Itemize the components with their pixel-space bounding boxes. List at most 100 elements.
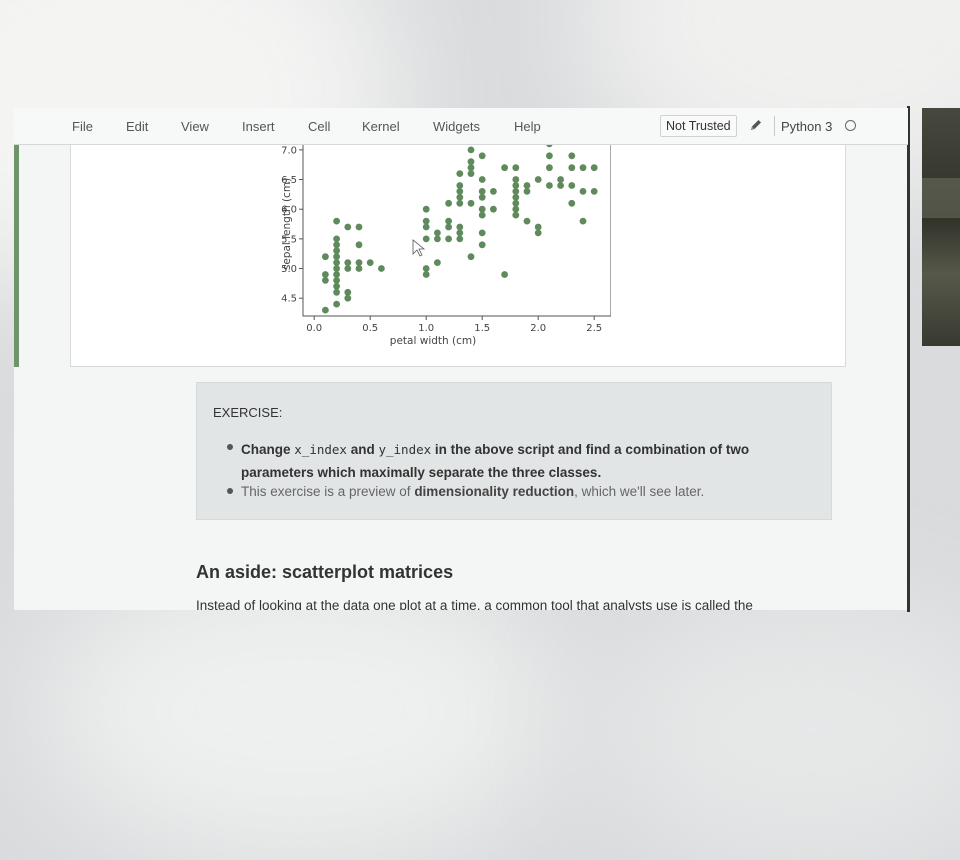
background-photo bbox=[922, 108, 960, 346]
exercise-text: and bbox=[346, 442, 379, 457]
scatter-point bbox=[355, 259, 363, 266]
scatter-point bbox=[490, 188, 497, 195]
scatter-point bbox=[512, 188, 520, 195]
scatter-point bbox=[445, 235, 452, 243]
window-edge bbox=[907, 106, 910, 612]
scatter-point bbox=[344, 288, 352, 296]
scatter-plot: 0.0 0.5 1.0 1.5 2.0 2.5 4.5 5.0 5.5 6.0 6.5 7.0 pet… bbox=[281, 144, 611, 347]
scatter-point bbox=[478, 211, 486, 219]
scatter-point bbox=[333, 217, 340, 225]
scatter-point bbox=[355, 265, 363, 272]
scatter-point bbox=[445, 217, 452, 225]
scatter-point bbox=[512, 176, 520, 183]
scatter-point bbox=[512, 199, 520, 207]
scatter-point bbox=[344, 259, 352, 266]
y-tick-label: 7.0 bbox=[281, 145, 297, 156]
scatter-point bbox=[456, 229, 464, 237]
pencil-icon[interactable] bbox=[748, 117, 764, 133]
y-axis-label: sepal length (cm) bbox=[281, 178, 293, 270]
scatter-point bbox=[523, 217, 531, 225]
exercise-text: Change bbox=[241, 442, 295, 457]
scatter-point bbox=[512, 193, 520, 201]
scatter-point bbox=[456, 235, 464, 243]
scatter-point bbox=[478, 241, 486, 249]
menu-view[interactable]: View bbox=[181, 119, 209, 134]
scatter-point bbox=[568, 164, 576, 172]
scatter-point bbox=[467, 199, 475, 207]
exercise-text: This exercise is a preview of bbox=[241, 484, 415, 499]
menu-cell[interactable]: Cell bbox=[308, 119, 331, 134]
scatter-point bbox=[467, 158, 475, 166]
scatter-point bbox=[467, 164, 475, 172]
scatter-point bbox=[512, 164, 520, 172]
scatter-point bbox=[478, 188, 486, 195]
scatter-point bbox=[490, 205, 497, 213]
scatter-point bbox=[478, 229, 486, 237]
scatter-point bbox=[322, 277, 329, 284]
scatter-point bbox=[434, 235, 441, 243]
scatter-point bbox=[590, 164, 598, 172]
points-layer bbox=[322, 144, 598, 314]
scatter-point bbox=[478, 193, 486, 201]
scatter-point bbox=[333, 241, 340, 249]
kernel-idle-icon bbox=[845, 120, 856, 131]
exercise-item: This exercise is a preview of dimensiona… bbox=[227, 484, 704, 499]
exercise-bold-text: dimensionality reduction bbox=[414, 484, 575, 499]
scatter-point bbox=[378, 265, 385, 272]
scatter-point bbox=[534, 223, 542, 231]
scatter-point bbox=[333, 265, 340, 272]
scatter-point bbox=[456, 223, 464, 231]
x-tick-label: 0.0 bbox=[306, 323, 322, 334]
scatter-point bbox=[422, 217, 430, 225]
bullet-icon bbox=[227, 488, 233, 494]
menu-help[interactable]: Help bbox=[514, 119, 541, 134]
mouse-cursor-icon bbox=[412, 239, 426, 257]
scatter-point bbox=[501, 271, 508, 278]
scatter-point bbox=[534, 176, 542, 183]
scatter-point bbox=[366, 259, 374, 266]
scatter-point bbox=[355, 223, 363, 231]
x-tick-label: 2.5 bbox=[586, 323, 602, 334]
scatter-point bbox=[534, 229, 542, 237]
not-trusted-button[interactable]: Not Trusted bbox=[660, 115, 737, 137]
scatter-point bbox=[422, 235, 430, 243]
scatter-point bbox=[579, 164, 587, 172]
scatter-point bbox=[546, 152, 553, 160]
menu-widgets[interactable]: Widgets bbox=[433, 119, 480, 134]
x-tick-label: 1.0 bbox=[418, 323, 434, 334]
scatter-point bbox=[456, 193, 464, 201]
scatter-point bbox=[434, 229, 441, 237]
menu-file[interactable]: File bbox=[72, 119, 93, 134]
x-tick-label: 2.0 bbox=[530, 323, 546, 334]
scatter-point bbox=[344, 223, 352, 231]
scatter-point bbox=[333, 282, 340, 290]
scatter-point bbox=[333, 277, 340, 284]
exercise-text: in the above script and find a combinati… bbox=[241, 442, 750, 480]
x-tick-label: 1.5 bbox=[474, 323, 490, 334]
scatter-point bbox=[355, 241, 363, 249]
scatter-point bbox=[445, 223, 452, 231]
exercise-item: Change x_index and y_index in the above … bbox=[227, 438, 797, 484]
selected-cell-indicator bbox=[14, 144, 19, 367]
section-heading: An aside: scatterplot matrices bbox=[196, 562, 454, 582]
scatter-point bbox=[557, 176, 564, 183]
scatter-point bbox=[579, 188, 587, 195]
menu-insert[interactable]: Insert bbox=[242, 119, 275, 134]
y-tick-label: 5.5 bbox=[281, 234, 297, 245]
y-tick-label: 6.0 bbox=[281, 205, 297, 216]
scatter-point bbox=[333, 271, 340, 278]
menubar: File Edit View Insert Cell Kernel Widget… bbox=[14, 108, 908, 145]
notebook-body: 0.0 0.5 1.0 1.5 2.0 2.5 4.5 5.0 5.5 6.0 6.5 7.0 pet… bbox=[14, 144, 908, 610]
output-cell[interactable]: 0.0 0.5 1.0 1.5 2.0 2.5 4.5 5.0 5.5 6.0 6.5 7.0 pet… bbox=[70, 144, 846, 367]
paragraph-text: Instead of looking at the data one plot … bbox=[196, 598, 753, 610]
scatter-point bbox=[546, 164, 553, 172]
scatter-point bbox=[568, 182, 576, 189]
scatter-point bbox=[422, 271, 430, 278]
exercise-box: EXERCISE: Change x_index and y_index in … bbox=[196, 382, 832, 520]
scatter-point bbox=[333, 259, 340, 266]
y-tick-label: 4.5 bbox=[281, 294, 297, 305]
scatter-point bbox=[467, 170, 475, 177]
menu-kernel[interactable]: Kernel bbox=[362, 119, 400, 134]
scatter-point bbox=[434, 259, 441, 266]
menu-edit[interactable]: Edit bbox=[126, 119, 149, 134]
